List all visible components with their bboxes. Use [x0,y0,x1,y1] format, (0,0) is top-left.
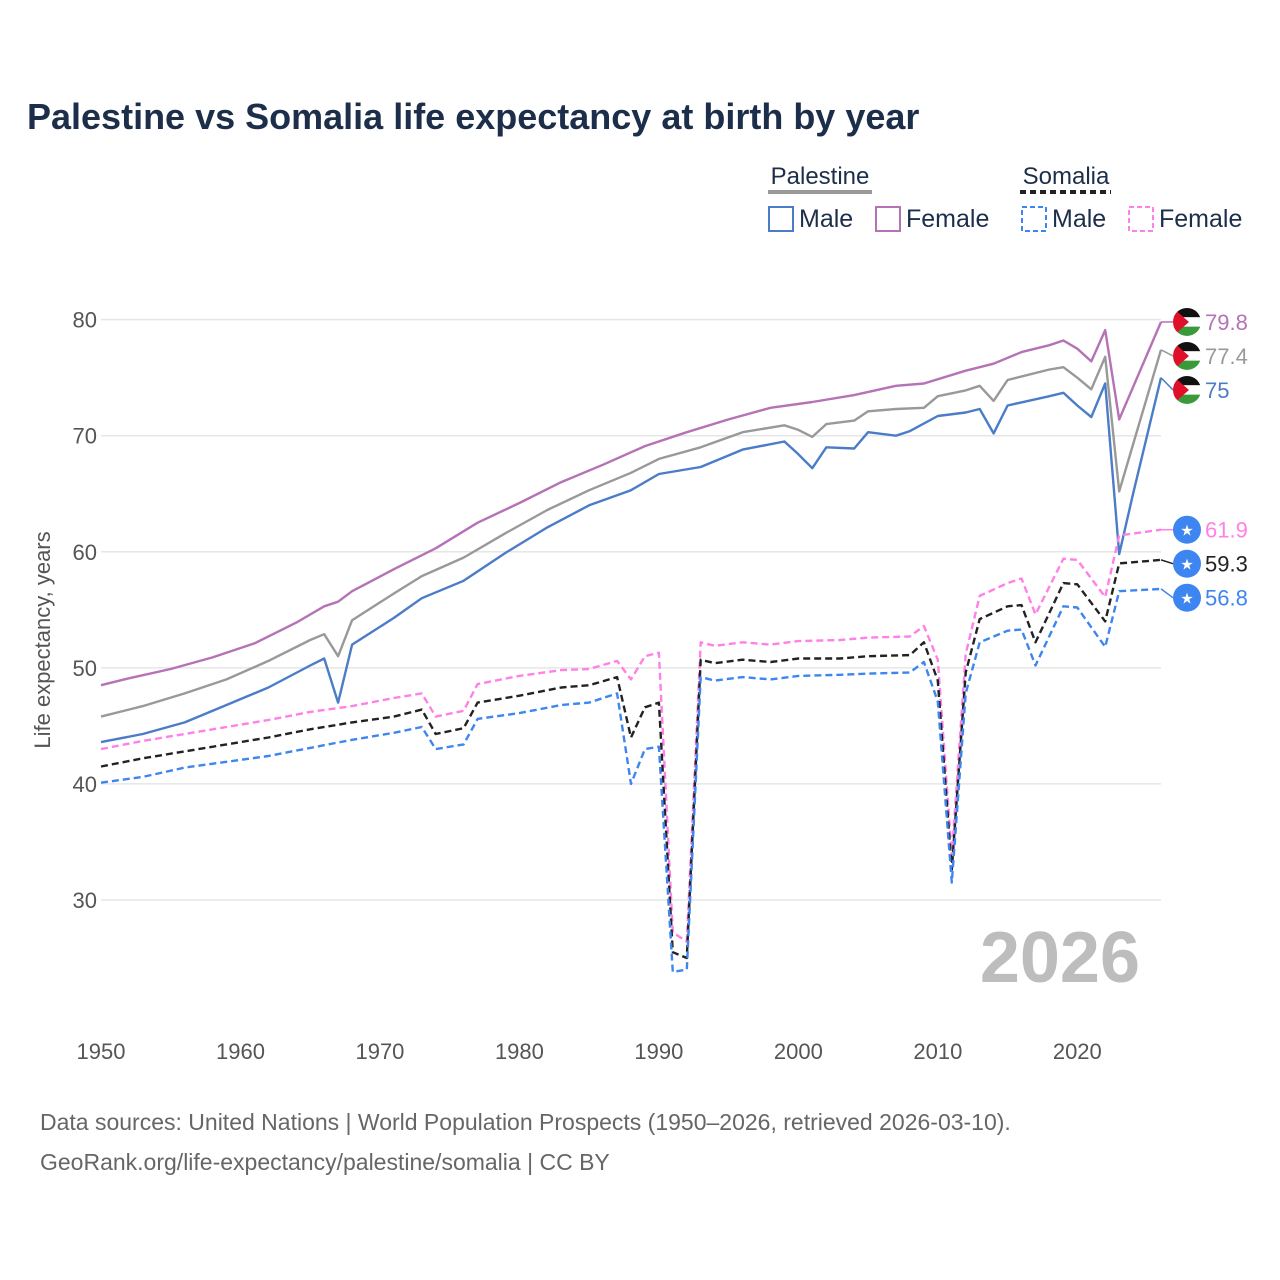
current-year-watermark: 2026 [980,918,1140,998]
end-label-somalia-male: 56.8 [1205,586,1248,611]
legend-somalia-female-label: Female [1159,205,1242,233]
y-axis-label: Life expectancy, years [30,531,55,748]
end-label-connector [1160,377,1174,391]
end-label-connector [1160,588,1174,599]
legend-somalia-female-swatch [1128,206,1154,232]
somalia-flag-icon: ★ [1173,549,1201,578]
y-tick-label: 50 [73,656,97,681]
end-label-palestine-total: 77.4 [1205,344,1248,369]
legend-somalia-male-swatch [1021,206,1047,232]
x-tick-label: 2020 [1053,1039,1102,1064]
svg-text:★: ★ [1180,556,1193,574]
legend-palestine-female-label: Female [906,205,989,233]
y-tick-label: 60 [73,540,97,565]
x-axis-ticks: 1950 1960 1970 1980 1990 2000 2010 2020 [77,1039,1102,1064]
svg-text:★: ★ [1180,522,1193,540]
legend: Palestine Male Female Somalia Male Femal… [768,163,1242,233]
x-tick-label: 1970 [355,1039,404,1064]
palestine-flag-icon [1173,341,1201,370]
y-tick-label: 30 [73,888,97,913]
palestine-flag-icon [1173,375,1201,404]
x-tick-label: 1960 [216,1039,265,1064]
series-line-palestine-total [100,349,1163,718]
source-line-2: GeoRank.org/life-expectancy/palestine/so… [40,1149,610,1175]
somalia-flag-icon: ★ [1173,515,1201,544]
x-tick-label: 2000 [774,1039,823,1064]
x-tick-label: 2010 [913,1039,962,1064]
somalia-flag-icon: ★ [1173,583,1201,612]
series-lines [100,321,1163,974]
series-line-somalia-male [100,587,1162,974]
end-label-palestine-male: 75 [1205,378,1229,403]
end-labels: 79.8 77.4 75 ★ 61.9 ★ 59.3 ★ 56.8 [1160,307,1248,612]
x-tick-label: 1950 [77,1039,126,1064]
legend-group-palestine: Palestine [771,163,870,190]
x-tick-label: 1990 [634,1039,683,1064]
legend-somalia-male-label: Male [1052,205,1106,233]
series-line-palestine-male [100,377,1163,744]
y-tick-label: 70 [73,424,97,449]
grid [101,318,1161,901]
end-label-connector [1160,559,1174,565]
series-line-palestine-female [100,321,1163,687]
y-axis-ticks: 30 40 50 60 70 80 [73,308,97,913]
legend-group-somalia: Somalia [1023,163,1110,190]
legend-palestine-male-label: Male [799,205,853,233]
legend-palestine-male-swatch [768,206,794,232]
end-label-connector [1160,349,1174,357]
y-tick-label: 40 [73,772,97,797]
series-line-somalia-total [100,558,1162,960]
legend-palestine-female-swatch [875,206,901,232]
series-line-somalia-female [100,528,1162,943]
end-label-somalia-total: 59.3 [1205,552,1248,577]
end-label-somalia-female: 61.9 [1205,518,1248,543]
y-tick-label: 80 [73,308,97,333]
end-label-palestine-female: 79.8 [1205,310,1248,335]
chart-title: Palestine vs Somalia life expectancy at … [27,96,919,137]
svg-text:★: ★ [1180,590,1193,608]
source-line-1: Data sources: United Nations | World Pop… [40,1109,1011,1135]
palestine-flag-icon [1173,307,1201,336]
x-tick-label: 1980 [495,1039,544,1064]
